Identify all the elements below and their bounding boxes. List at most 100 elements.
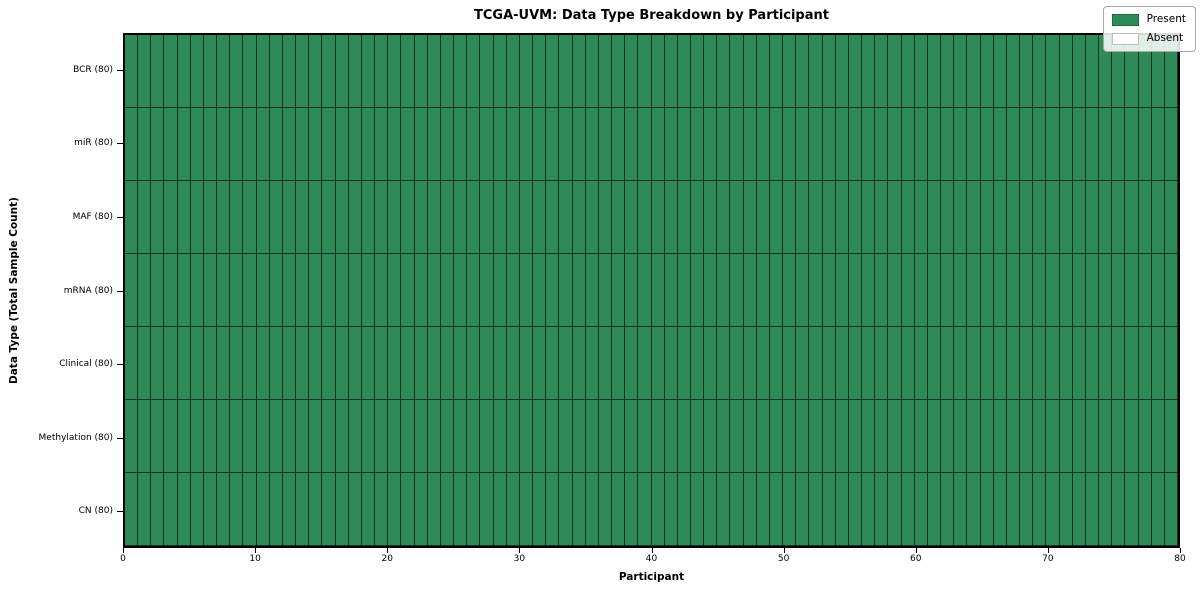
legend-entry: Absent — [1111, 32, 1186, 45]
heatmap-cell — [1099, 254, 1113, 327]
heatmap-cell — [796, 400, 810, 473]
heatmap-cell — [848, 254, 863, 327]
heatmap-cell — [546, 400, 560, 473]
x-tick-mark — [519, 548, 521, 553]
heatmap-cell — [125, 181, 139, 254]
heatmap-cell — [467, 181, 481, 254]
heatmap-cell — [440, 327, 455, 400]
heatmap-cell — [677, 108, 691, 181]
heatmap-cell — [612, 327, 626, 400]
heatmap-cell — [375, 327, 389, 400]
y-tick-label: miR (80) — [74, 138, 113, 149]
heatmap-cell — [1033, 400, 1047, 473]
heatmap-cell — [1006, 327, 1021, 400]
heatmap-cell — [756, 473, 770, 546]
heatmap-cell — [1112, 400, 1126, 473]
heatmap-cell — [927, 181, 942, 254]
heatmap-cell — [980, 108, 994, 181]
heatmap-cell — [269, 400, 283, 473]
heatmap-cell — [730, 400, 744, 473]
heatmap-cell — [743, 181, 757, 254]
heatmap-cell — [664, 400, 678, 473]
heatmap-cell — [1125, 400, 1139, 473]
heatmap-cell — [598, 327, 612, 400]
heatmap-cell — [454, 254, 468, 327]
heatmap-cell — [585, 35, 599, 108]
heatmap-cell — [1020, 327, 1034, 400]
heatmap-cell — [427, 327, 441, 400]
heatmap-cell — [256, 400, 270, 473]
heatmap-cell — [243, 181, 257, 254]
heatmap-cell — [506, 108, 520, 181]
heatmap-cell — [1072, 35, 1086, 108]
heatmap-cell — [888, 108, 902, 181]
heatmap-cell — [862, 108, 876, 181]
heatmap-cell — [190, 473, 204, 546]
heatmap-cell — [664, 108, 678, 181]
heatmap-cell — [401, 181, 415, 254]
heatmap-cell — [480, 108, 494, 181]
heatmap-cell — [335, 181, 349, 254]
heatmap-cell — [1099, 473, 1113, 546]
heatmap-cell — [322, 327, 336, 400]
heatmap-cell — [282, 108, 297, 181]
heatmap-cell — [559, 473, 573, 546]
heatmap-cell — [1138, 254, 1152, 327]
heatmap-cell — [1072, 108, 1086, 181]
heatmap-cell — [914, 254, 928, 327]
heatmap-cell — [690, 35, 705, 108]
heatmap-cell — [269, 327, 283, 400]
heatmap-cell — [414, 108, 428, 181]
heatmap-cell — [677, 35, 691, 108]
heatmap-cell — [822, 473, 836, 546]
heatmap-cell — [506, 254, 520, 327]
heatmap-cell — [756, 181, 770, 254]
heatmap-cell — [519, 473, 534, 546]
heatmap-cell — [625, 108, 639, 181]
heatmap-cell — [322, 108, 336, 181]
heatmap-cell — [1125, 254, 1139, 327]
heatmap-cell — [1046, 181, 1060, 254]
heatmap-cell — [954, 400, 968, 473]
heatmap-cell — [1112, 473, 1126, 546]
heatmap-cell — [440, 400, 455, 473]
heatmap-cell — [1112, 181, 1126, 254]
heatmap-cell — [138, 473, 152, 546]
heatmap-cell — [533, 35, 547, 108]
heatmap-cell — [572, 473, 586, 546]
heatmap-cell — [151, 327, 165, 400]
heatmap-cell — [138, 254, 152, 327]
heatmap-cell — [125, 327, 139, 400]
heatmap-cell — [1059, 108, 1073, 181]
heatmap-cell — [809, 254, 823, 327]
heatmap-cell — [1099, 327, 1113, 400]
heatmap-cell — [664, 35, 678, 108]
heatmap-cell — [717, 181, 731, 254]
heatmap-cell — [651, 108, 665, 181]
x-tick-label: 50 — [777, 554, 790, 564]
heatmap-cell — [177, 181, 191, 254]
heatmap-cell — [612, 400, 626, 473]
x-tick-mark — [651, 548, 653, 553]
heatmap-cell — [612, 108, 626, 181]
heatmap-cell — [243, 108, 257, 181]
heatmap-cell — [1112, 254, 1126, 327]
heatmap-cell — [454, 400, 468, 473]
heatmap-cell — [769, 473, 784, 546]
heatmap-cell — [1164, 473, 1178, 546]
heatmap-cell — [361, 327, 376, 400]
heatmap-cell — [164, 400, 178, 473]
heatmap-cell — [1006, 181, 1021, 254]
heatmap-cell — [1085, 327, 1100, 400]
heatmap-cell — [664, 254, 678, 327]
heatmap-cell — [414, 181, 428, 254]
heatmap-cell — [322, 181, 336, 254]
heatmap-cell — [1059, 181, 1073, 254]
heatmap-cell — [756, 35, 770, 108]
legend-entry: Present — [1111, 13, 1186, 26]
heatmap-cell — [322, 473, 336, 546]
heatmap-cell — [690, 400, 705, 473]
heatmap-cell — [704, 327, 718, 400]
heatmap-cell — [612, 181, 626, 254]
heatmap-cell — [546, 327, 560, 400]
